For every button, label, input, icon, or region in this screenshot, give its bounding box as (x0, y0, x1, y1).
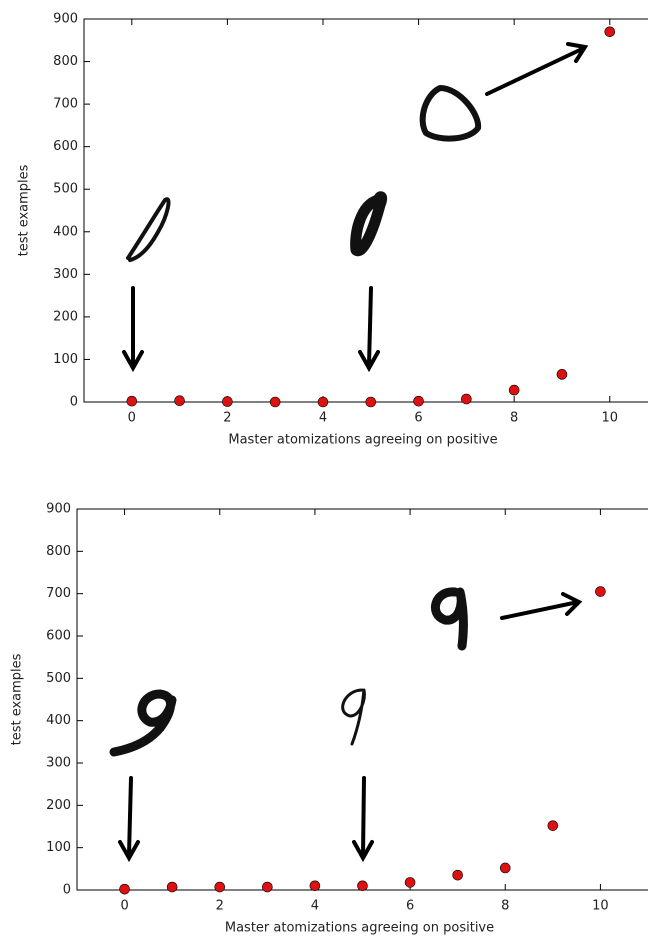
y-tick-label: 600 (46, 629, 71, 644)
y-tick-label: 300 (46, 756, 71, 771)
x-axis-label: Master atomizations agreeing on positive (225, 921, 494, 936)
x-tick-label: 10 (592, 899, 609, 914)
point (508, 384, 520, 396)
y-tick-label: 300 (53, 267, 78, 282)
point (269, 396, 281, 408)
point (604, 26, 616, 38)
point (222, 396, 233, 407)
point (126, 395, 138, 407)
arrow (485, 42, 589, 96)
x-tick-label: 2 (223, 411, 231, 426)
x-tick-label: 8 (510, 411, 518, 426)
point (166, 881, 178, 893)
y-tick-label: 500 (46, 671, 71, 686)
y-tick-label: 200 (53, 309, 78, 324)
x-tick-label: 10 (601, 411, 618, 426)
y-tick-label: 200 (46, 798, 71, 813)
point (452, 869, 463, 881)
y-axis-label: test examples (10, 653, 25, 745)
x-tick-label: 0 (120, 899, 128, 914)
x-tick-label: 6 (406, 899, 414, 914)
y-tick-label: 400 (46, 713, 71, 728)
y-tick-label: 900 (53, 12, 78, 27)
x-tick-label: 4 (319, 411, 327, 426)
digit-image (430, 587, 468, 651)
y-tick-label: 0 (70, 395, 78, 410)
y-tick-label: 800 (46, 544, 71, 559)
point (499, 862, 511, 874)
y-tick-label: 700 (46, 586, 71, 601)
y-axis-label: test examples (17, 164, 32, 256)
point (174, 395, 185, 407)
y-tick-label: 600 (53, 139, 78, 154)
y-tick-label: 800 (53, 54, 78, 69)
y-tick-label: 400 (53, 224, 78, 239)
x-tick-label: 2 (216, 899, 224, 914)
x-tick-label: 6 (414, 411, 422, 426)
annotations (109, 42, 589, 863)
x-tick-label: 4 (311, 899, 319, 914)
point (365, 396, 377, 408)
digit-image (419, 85, 482, 142)
point (317, 396, 329, 408)
x-axis-label: Master atomizations agreeing on positive (228, 433, 497, 448)
x-tick-label: 0 (128, 411, 136, 426)
y-tick-label: 100 (46, 840, 71, 855)
y-tick-label: 900 (46, 502, 71, 517)
point (262, 881, 273, 893)
point (461, 393, 472, 405)
point (547, 820, 559, 831)
arrow (500, 592, 583, 620)
point (214, 881, 226, 893)
digit-image (350, 191, 388, 257)
arrow (352, 776, 374, 863)
point (404, 877, 416, 888)
x-tick-label: 8 (501, 899, 509, 914)
point (413, 395, 424, 407)
y-tick-label: 100 (53, 352, 78, 367)
arrow (118, 776, 140, 863)
digit-image (126, 197, 171, 262)
arrow (358, 286, 380, 373)
y-tick-label: 500 (53, 182, 78, 197)
point (357, 880, 368, 892)
point (309, 880, 321, 892)
arrow (122, 286, 144, 373)
digit-image (341, 688, 366, 746)
y-tick-label: 0 (63, 883, 71, 898)
point (595, 586, 606, 597)
digit-image (109, 689, 177, 757)
point (556, 369, 568, 380)
point (119, 883, 130, 895)
y-tick-label: 700 (53, 97, 78, 112)
